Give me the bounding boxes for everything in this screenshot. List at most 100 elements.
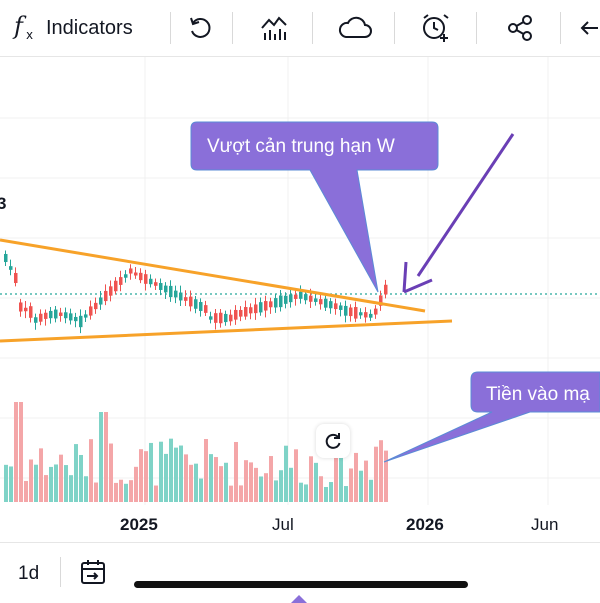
callout-top-text: Vượt cản trung hạn W [207,136,395,157]
resistance-trendline [0,238,426,313]
volume-bar [14,402,18,502]
candle-body [219,312,223,324]
x-label-2026: 2026 [406,515,444,534]
candle-body [34,317,38,323]
volume-bar [9,466,13,502]
volume-bar [349,468,353,502]
volume-bar [164,453,168,502]
candle-body [374,308,378,315]
volume-bar [89,439,93,502]
candle-body [169,285,173,298]
volume-bar [189,464,193,502]
home-indicator [134,581,468,588]
candle-body [384,284,388,295]
back-button[interactable] [578,0,600,56]
candle-body [49,310,53,319]
volume-bar [294,449,298,502]
share-button[interactable] [498,0,542,56]
toolbar-divider [394,12,395,44]
volume-bar [119,479,123,502]
candle-body [64,312,68,319]
indicators-button[interactable]: f x Indicators [8,0,168,56]
candle-body [269,301,273,308]
volume-bar [84,476,88,502]
volume-bar [359,470,363,502]
toolbar-divider [476,12,477,44]
candle-body [284,295,288,304]
volume-bar [204,439,208,502]
drawing-handle-icon[interactable] [288,593,310,603]
compare-button[interactable] [252,0,296,56]
candle-body [89,306,93,316]
candle-body [369,313,373,318]
volume-bar [379,440,383,502]
volume-bar [259,476,263,502]
top-toolbar: f x Indicators [0,0,600,57]
purple-arrow-shaft [416,133,515,277]
volume-bar [154,485,158,502]
interval-button[interactable]: 1d [18,563,40,584]
candle-body [74,316,78,322]
alarm-add-icon [423,14,449,42]
volume-bar [179,445,183,502]
candle-body [264,301,268,311]
volume-bar [369,479,373,502]
volume-bar [24,480,28,502]
undo-button[interactable] [178,0,222,56]
candle-body [129,268,133,274]
candle-body [94,302,98,310]
volume-bar [274,480,278,502]
volume-bar [264,473,268,502]
volume-bar [279,470,283,502]
volume-bar [199,478,203,502]
cloud-button[interactable] [332,0,378,56]
candle-body [319,299,323,305]
candle-body [239,309,243,317]
candle-body [349,307,353,317]
x-label-jul: Jul [272,515,294,534]
candle-body [304,294,308,301]
volume-bar [319,476,323,502]
volume-bar [44,475,48,502]
candle-body [189,296,193,307]
volume-bar [129,480,133,502]
volume-bar [269,456,273,502]
volume-bar [334,438,338,502]
volume-bar [284,445,288,502]
alert-button[interactable] [414,0,458,56]
toolbar-divider [60,557,61,587]
volume-bar [169,438,173,502]
volume-bar [194,463,198,502]
price-chart[interactable]: 3 Vượt cản trung hạn W Tiền vào mạ 2025 … [0,57,600,540]
calendar-goto-icon[interactable] [78,557,108,587]
volume-bar [254,467,258,502]
reset-icon [325,433,341,449]
cloud-icon [338,16,372,38]
volume-bar [104,412,108,502]
volume-bar [219,466,223,502]
volume-bar [304,484,308,502]
volume-bars [4,402,388,502]
candle-body [344,305,348,316]
reset-chart-button[interactable] [316,424,350,458]
volume-bar [174,447,178,502]
chart-area[interactable]: 3 Vượt cản trung hạn W Tiền vào mạ 2025 … [0,57,600,540]
candle-body [54,309,58,319]
volume-bar [299,482,303,502]
candle-body [124,274,128,278]
compare-chart-icon [261,16,287,40]
svg-text:x: x [26,28,33,42]
share-icon [508,15,532,41]
candle-body [29,306,33,318]
volume-bar [74,444,78,502]
candle-body [149,278,153,285]
candle-body [159,283,163,290]
toolbar-divider [312,12,313,44]
volume-bar [249,462,253,502]
candle-body [19,302,23,312]
volume-bar [99,412,103,502]
volume-bar [79,454,83,502]
volume-bar [159,441,163,502]
x-label-jun: Jun [531,515,558,534]
candle-body [79,315,83,328]
